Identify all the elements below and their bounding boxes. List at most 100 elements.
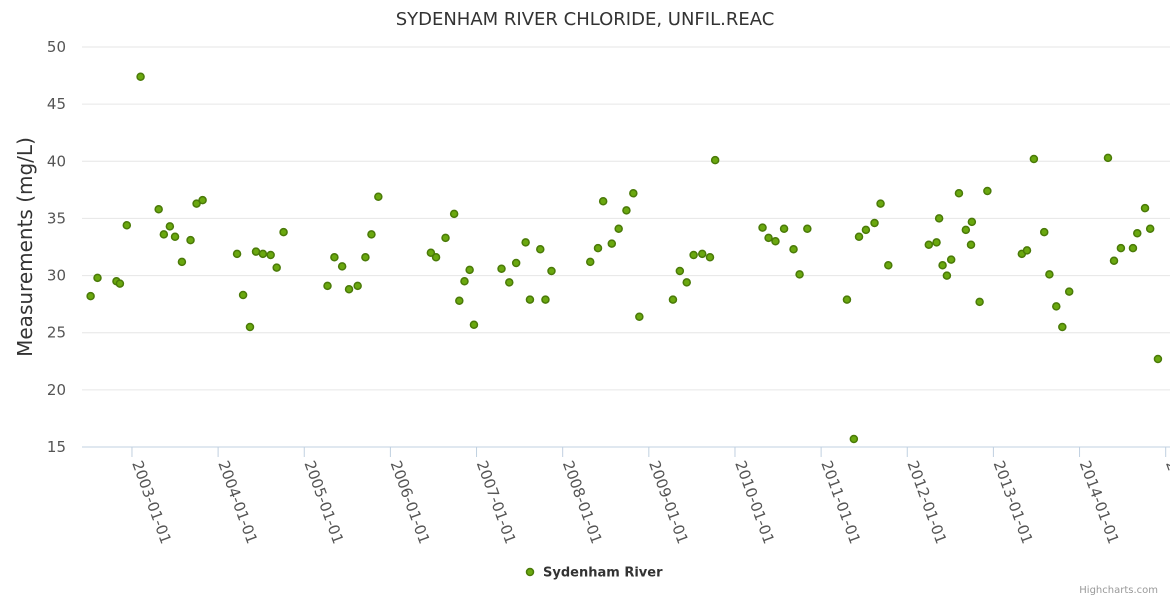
data-point[interactable] [803,224,812,233]
data-point[interactable] [367,230,376,239]
data-point[interactable] [547,266,556,276]
data-point[interactable] [541,295,550,304]
data-point[interactable] [966,240,976,249]
data-point[interactable] [938,261,947,270]
data-point[interactable] [469,320,479,329]
data-point[interactable] [198,195,207,205]
data-point[interactable] [764,233,773,243]
data-point[interactable] [675,266,685,276]
data-point[interactable] [86,291,95,301]
data-point[interactable] [854,232,864,241]
data-point[interactable] [251,247,261,256]
data-point[interactable] [170,232,180,241]
data-point[interactable] [967,217,977,227]
data-point[interactable] [460,277,469,286]
data-point[interactable] [266,250,275,260]
data-point[interactable] [1109,256,1119,265]
legend-item-label[interactable]: Sydenham River [543,566,663,581]
data-point[interactable] [705,253,715,262]
data-point[interactable] [629,189,638,198]
data-point[interactable] [272,263,281,272]
data-point[interactable] [924,240,934,249]
data-point[interactable] [497,264,506,273]
data-point[interactable] [258,249,268,259]
data-point[interactable] [511,258,521,268]
data-point[interactable] [983,186,992,196]
data-point[interactable] [614,224,623,233]
data-point[interactable] [232,249,242,259]
data-point[interactable] [849,434,859,444]
data-point[interactable] [1064,287,1074,296]
data-point[interactable] [521,238,530,247]
data-point[interactable] [361,253,370,262]
data-point[interactable] [586,257,595,267]
data-point[interactable] [946,255,956,264]
legend[interactable]: Sydenham River [525,566,664,581]
data-point[interactable] [186,235,195,245]
data-point[interactable] [942,271,952,280]
data-point[interactable] [779,224,789,233]
data-point[interactable] [505,278,514,287]
data-point[interactable] [689,250,698,260]
data-point[interactable] [455,296,464,305]
data-point[interactable] [932,238,941,247]
data-point[interactable] [1022,246,1032,255]
data-point[interactable] [279,227,288,237]
data-point[interactable] [93,273,102,283]
data-point[interactable] [1029,154,1039,164]
data-point[interactable] [789,245,798,254]
data-point[interactable] [1052,302,1061,311]
data-point[interactable] [115,279,125,288]
data-point[interactable] [1103,153,1113,163]
data-point[interactable] [330,253,339,262]
data-point[interactable] [353,281,362,291]
data-point[interactable] [842,295,852,304]
data-point[interactable] [1128,243,1138,253]
data-point[interactable] [710,155,720,165]
data-point[interactable] [136,72,145,81]
data-point[interactable] [697,249,707,259]
data-point[interactable] [598,197,608,206]
data-point[interactable] [607,239,617,248]
data-point[interactable] [1153,354,1163,364]
data-point[interactable] [323,281,332,291]
data-point[interactable] [1058,322,1067,332]
data-point[interactable] [1116,243,1126,253]
data-point[interactable] [884,261,893,270]
data-point[interactable] [668,295,678,304]
data-point[interactable] [1140,203,1150,213]
data-point[interactable] [192,199,201,208]
data-point[interactable] [374,192,383,201]
data-point[interactable] [758,223,767,232]
data-point[interactable] [159,230,169,239]
data-point[interactable] [975,297,984,307]
data-point[interactable] [876,199,885,208]
data-point[interactable] [525,295,535,304]
data-point[interactable] [861,225,871,235]
data-point[interactable] [337,262,347,271]
data-point[interactable] [870,218,879,228]
data-point[interactable] [635,312,644,321]
data-point[interactable] [245,322,255,332]
data-point[interactable] [593,243,603,253]
data-point[interactable] [154,205,163,214]
data-point[interactable] [449,209,459,219]
data-point[interactable] [682,278,691,287]
data-point[interactable] [165,222,175,231]
data-point[interactable] [426,248,436,257]
data-point[interactable] [238,290,248,300]
data-point[interactable] [441,233,450,243]
data-point[interactable] [795,270,804,279]
data-point[interactable] [1039,227,1049,237]
data-point[interactable] [961,225,971,235]
data-point[interactable] [465,265,474,275]
data-point[interactable] [954,189,964,198]
data-point[interactable] [1145,224,1155,233]
data-point[interactable] [934,214,944,223]
data-point[interactable] [122,221,132,230]
credits-link[interactable]: Highcharts.com [1079,585,1158,596]
data-point[interactable] [622,206,631,215]
data-point[interactable] [771,237,780,246]
data-point[interactable] [536,245,545,254]
data-point[interactable] [1045,270,1054,279]
